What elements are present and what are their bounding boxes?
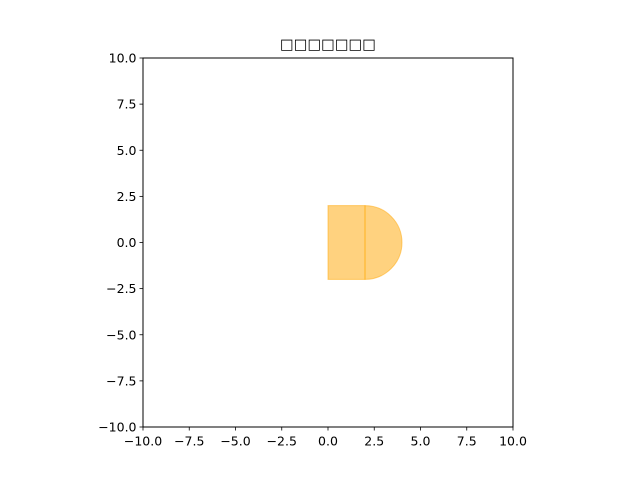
y-tick-label: 7.5 — [117, 97, 137, 112]
y-tick-label: −10.0 — [98, 420, 136, 435]
x-tick-label: −2.5 — [267, 434, 297, 449]
y-tick-label: 0.0 — [117, 235, 137, 250]
shapes-layer — [327, 205, 403, 280]
y-tick-label: −5.0 — [106, 327, 136, 342]
x-tick-label: 5.0 — [411, 434, 431, 449]
x-tick-label: 7.5 — [457, 434, 477, 449]
ticks-layer: −10.0 −7.5 −5.0 −2.5 0.0 2.5 5.0 7.5 10.0 10.0 7.5… — [98, 51, 527, 449]
y-tick-label: −7.5 — [106, 373, 136, 388]
rectangle-shape — [327, 205, 366, 280]
x-tick-label: 2.5 — [364, 434, 384, 449]
y-tick-label: 2.5 — [117, 189, 137, 204]
y-tick-label: −2.5 — [106, 281, 136, 296]
x-tick-label: −10.0 — [124, 434, 162, 449]
x-tick-label: 0.0 — [318, 434, 338, 449]
y-tick-label: 10.0 — [109, 51, 137, 66]
plot-frame — [142, 57, 514, 428]
chart-title: □□□□□□□ — [280, 37, 376, 53]
x-tick-label: 10.0 — [499, 434, 527, 449]
x-tick-label: −7.5 — [174, 434, 204, 449]
x-tick-label: −5.0 — [220, 434, 250, 449]
y-tick-label: 5.0 — [117, 143, 137, 158]
half-disk-shape — [364, 205, 403, 280]
